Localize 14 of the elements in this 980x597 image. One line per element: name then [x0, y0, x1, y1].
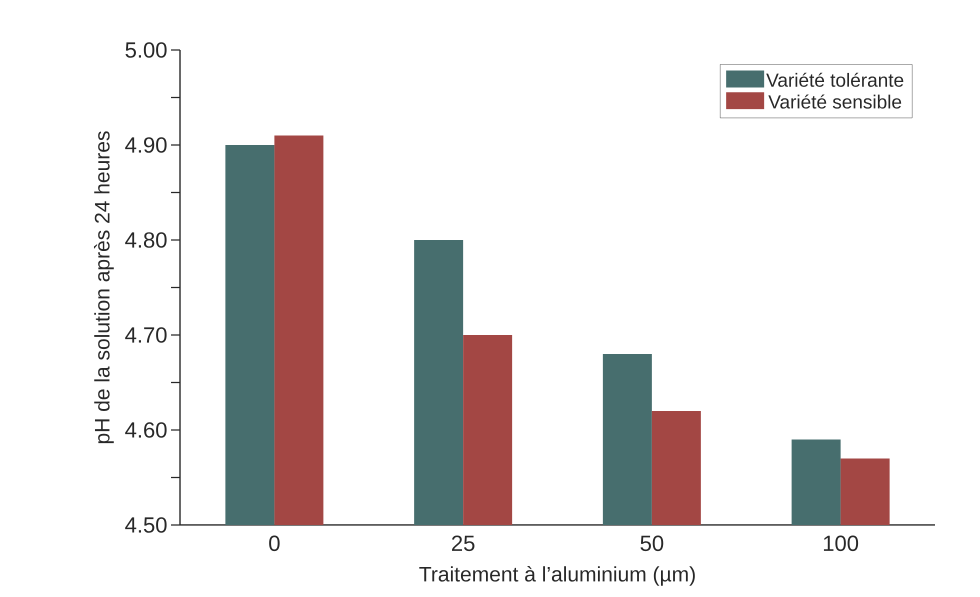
y-tick-label: 5.00 — [126, 42, 167, 58]
x-tick-label: 50 — [640, 536, 664, 552]
y-tick-label: 4.90 — [125, 137, 167, 153]
y-axis-title: pH de la solution après 24 heures — [94, 131, 114, 444]
x-tick-label: 0 — [269, 536, 280, 552]
x-tick-label: 25 — [452, 536, 474, 552]
legend-label: Variété sensible — [768, 94, 902, 109]
y-tick-label: 4.60 — [125, 422, 167, 438]
legend-label: Variété tolérante — [766, 72, 904, 87]
x-tick-label: 100 — [824, 536, 858, 552]
x-axis-title: Traitement à l’aluminium (µm) — [419, 566, 695, 586]
y-tick-label: 4.70 — [125, 327, 167, 343]
y-tick-label: 4.50 — [125, 517, 167, 533]
y-tick-label: 4.80 — [125, 232, 167, 248]
